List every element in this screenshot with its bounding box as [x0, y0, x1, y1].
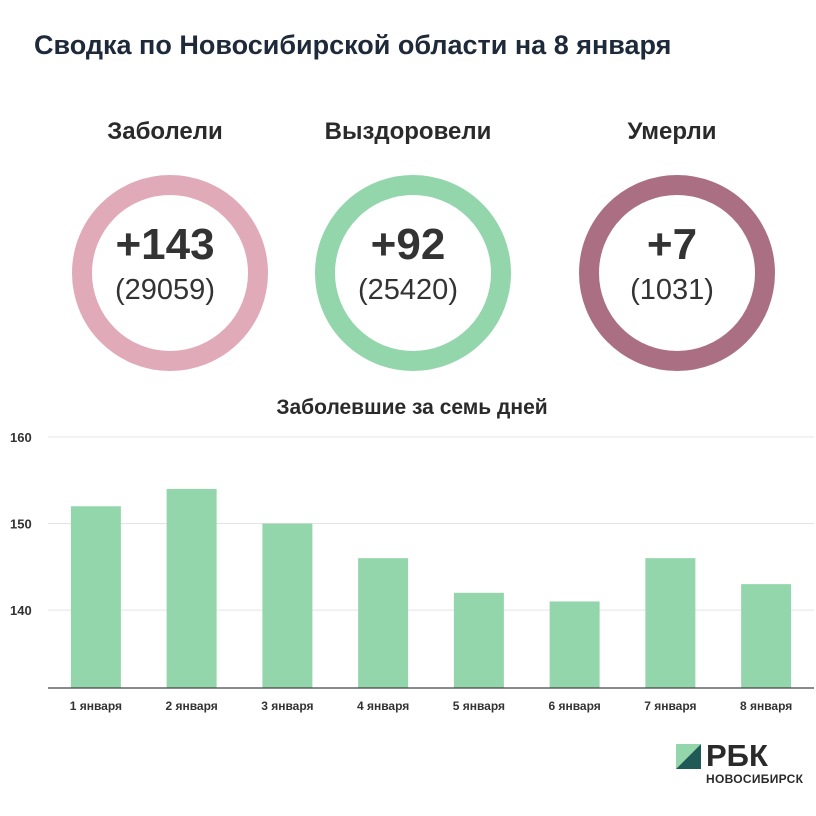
x-tick-label: 6 января	[548, 699, 600, 713]
x-tick-label: 8 января	[740, 699, 792, 713]
x-tick-label: 5 января	[453, 699, 505, 713]
stat-delta: +143	[115, 220, 215, 269]
ring-died	[579, 175, 775, 371]
stat-total: (1031)	[630, 274, 714, 306]
stat-total: (29059)	[115, 274, 215, 306]
bar	[166, 488, 217, 688]
x-tick-label: 3 января	[261, 699, 313, 713]
bar	[549, 601, 600, 688]
bar-chart: 140 150 160 1 января 2 января 3 января 4 январ…	[10, 430, 814, 713]
stat-total: (25420)	[358, 274, 458, 306]
chart-title: Заболевшие за семь дней	[276, 396, 548, 419]
logo-word: РБК	[706, 738, 768, 773]
x-tick-label: 7 января	[644, 699, 696, 713]
bar	[70, 506, 121, 688]
bar	[645, 558, 696, 688]
bar	[358, 558, 409, 688]
y-tick-label: 140	[10, 603, 32, 618]
stat-died: Умерли +7 (1031)	[552, 118, 792, 378]
y-tick-label: 150	[10, 517, 32, 532]
ring-infected	[72, 175, 268, 371]
stat-recovered: Выздоровели +92 (25420)	[288, 118, 528, 378]
stat-label: Выздоровели	[324, 118, 492, 145]
rbc-logo-icon	[676, 744, 701, 769]
ring-recovered	[315, 175, 511, 371]
x-tick-label: 1 января	[70, 699, 122, 713]
bar	[453, 592, 504, 688]
stat-delta: +7	[646, 220, 698, 269]
stat-label: Умерли	[627, 118, 717, 145]
bar	[741, 584, 792, 688]
y-tick-label: 160	[10, 430, 32, 445]
stat-label: Заболели	[107, 118, 223, 145]
stat-infected: Заболели +143 (29059)	[45, 118, 285, 378]
page-title: Сводка по Новосибирской области на 8 янв…	[34, 30, 672, 60]
stat-delta: +92	[370, 220, 446, 269]
bar	[262, 523, 313, 688]
logo-city: НОВОСИБИРСК	[706, 772, 804, 786]
x-tick-label: 2 января	[165, 699, 217, 713]
x-tick-label: 4 января	[357, 699, 409, 713]
rbc-logo: РБК НОВОСИБИРСК	[676, 738, 816, 792]
